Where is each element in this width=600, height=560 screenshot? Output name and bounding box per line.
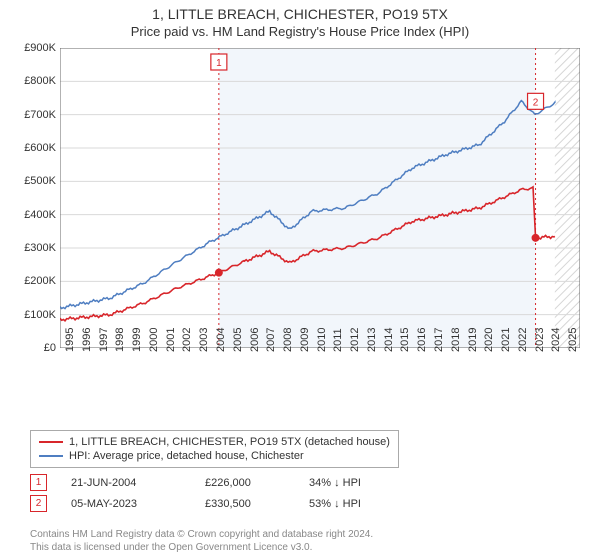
- x-tick-label: 2009: [299, 328, 311, 352]
- sale-date: 05-MAY-2023: [71, 498, 181, 510]
- x-tick-label: 1995: [64, 328, 76, 352]
- legend-label: HPI: Average price, detached house, Chic…: [69, 450, 304, 462]
- y-tick-label: £700K: [8, 109, 56, 121]
- y-tick-label: £600K: [8, 142, 56, 154]
- x-tick-label: 2006: [249, 328, 261, 352]
- x-tick-label: 2022: [517, 328, 529, 352]
- y-tick-label: £200K: [8, 275, 56, 287]
- y-tick-label: £100K: [8, 309, 56, 321]
- x-tick-label: 2024: [550, 328, 562, 352]
- x-tick-label: 2016: [416, 328, 428, 352]
- x-tick-label: 2015: [399, 328, 411, 352]
- y-tick-label: £900K: [8, 42, 56, 54]
- legend-row: 1, LITTLE BREACH, CHICHESTER, PO19 5TX (…: [39, 435, 390, 449]
- chart-container: 1, LITTLE BREACH, CHICHESTER, PO19 5TX P…: [0, 0, 600, 560]
- legend-row: HPI: Average price, detached house, Chic…: [39, 449, 390, 463]
- x-tick-label: 2000: [148, 328, 160, 352]
- x-tick-label: 2007: [265, 328, 277, 352]
- x-tick-label: 1996: [81, 328, 93, 352]
- x-tick-label: 2017: [433, 328, 445, 352]
- y-tick-label: £0: [8, 342, 56, 354]
- legend-swatch: [39, 441, 63, 443]
- x-tick-label: 1998: [114, 328, 126, 352]
- sale-row: 2 05-MAY-2023 £330,500 53% ↓ HPI: [30, 493, 389, 514]
- sales-table: 1 21-JUN-2004 £226,000 34% ↓ HPI 2 05-MAY-202…: [30, 472, 389, 514]
- legend-swatch: [39, 455, 63, 457]
- svg-text:1: 1: [216, 58, 222, 69]
- plot-area: 12: [60, 48, 580, 348]
- y-tick-label: £400K: [8, 209, 56, 221]
- x-tick-label: 2008: [282, 328, 294, 352]
- x-tick-label: 2019: [467, 328, 479, 352]
- x-tick-label: 2023: [534, 328, 546, 352]
- x-tick-label: 2013: [366, 328, 378, 352]
- svg-text:2: 2: [533, 97, 539, 108]
- y-tick-label: £500K: [8, 175, 56, 187]
- y-tick-label: £300K: [8, 242, 56, 254]
- sale-row: 1 21-JUN-2004 £226,000 34% ↓ HPI: [30, 472, 389, 493]
- x-tick-label: 2005: [232, 328, 244, 352]
- sale-delta: 53% ↓ HPI: [309, 498, 389, 510]
- sale-marker: 1: [30, 474, 47, 491]
- legend-label: 1, LITTLE BREACH, CHICHESTER, PO19 5TX (…: [69, 436, 390, 448]
- x-tick-label: 2010: [316, 328, 328, 352]
- chart-title: 1, LITTLE BREACH, CHICHESTER, PO19 5TX: [0, 0, 600, 22]
- legend: 1, LITTLE BREACH, CHICHESTER, PO19 5TX (…: [30, 430, 399, 468]
- x-tick-label: 2011: [332, 328, 344, 352]
- x-tick-label: 1999: [131, 328, 143, 352]
- sale-price: £330,500: [205, 498, 285, 510]
- x-tick-label: 2001: [165, 328, 177, 352]
- footer-copyright: Contains HM Land Registry data © Crown c…: [30, 528, 373, 541]
- chart-subtitle: Price paid vs. HM Land Registry's House …: [0, 22, 600, 43]
- x-tick-label: 2003: [198, 328, 210, 352]
- x-tick-label: 2018: [450, 328, 462, 352]
- sale-marker: 2: [30, 495, 47, 512]
- chart-area: 12 £0£100K£200K£300K£400K£500K£600K£700K…: [8, 48, 592, 388]
- x-tick-label: 2004: [215, 328, 227, 352]
- x-tick-label: 2020: [483, 328, 495, 352]
- x-tick-label: 2021: [500, 328, 512, 352]
- footer: Contains HM Land Registry data © Crown c…: [30, 528, 373, 554]
- sale-price: £226,000: [205, 477, 285, 489]
- sale-date: 21-JUN-2004: [71, 477, 181, 489]
- x-tick-label: 2014: [383, 328, 395, 352]
- x-tick-label: 2002: [181, 328, 193, 352]
- sale-delta: 34% ↓ HPI: [309, 477, 389, 489]
- x-tick-label: 1997: [98, 328, 110, 352]
- x-tick-label: 2012: [349, 328, 361, 352]
- y-tick-label: £800K: [8, 75, 56, 87]
- footer-licence: This data is licensed under the Open Gov…: [30, 541, 373, 554]
- x-tick-label: 2025: [567, 328, 579, 352]
- plot-svg: 12: [60, 48, 580, 348]
